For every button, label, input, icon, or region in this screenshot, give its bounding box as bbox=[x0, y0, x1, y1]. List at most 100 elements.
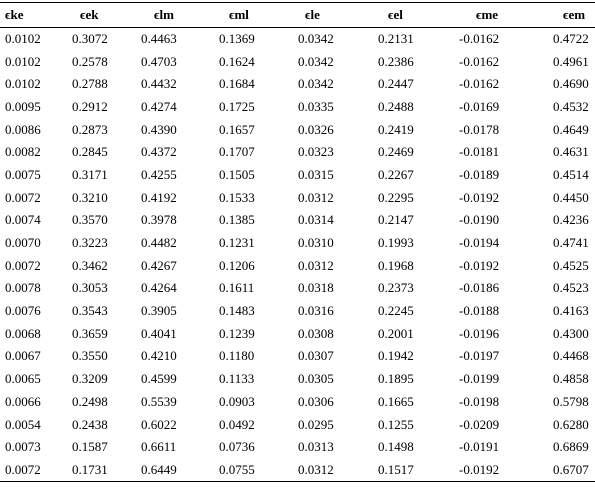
table-cell: 0.3550 bbox=[72, 348, 108, 364]
table-cell: 0.1707 bbox=[219, 144, 255, 160]
table-cell: 0.2295 bbox=[378, 189, 414, 205]
table-cell: 0.0086 bbox=[5, 121, 41, 137]
table-cell: 0.0314 bbox=[298, 212, 334, 228]
table-cell: 0.5539 bbox=[141, 393, 177, 409]
table-cell: 0.1231 bbox=[219, 235, 255, 251]
table-cell: -0.0162 bbox=[459, 53, 500, 69]
table-cell: 0.1369 bbox=[219, 31, 255, 47]
table-row: 0.0095 0.2912 0.4274 0.1725 0.0335 0.2488 -0.0… bbox=[0, 96, 595, 119]
table-cell: 0.1657 bbox=[219, 121, 255, 137]
table-cell: 0.0315 bbox=[298, 166, 334, 182]
table-row: 0.0102 0.2788 0.4432 0.1684 0.0342 0.2447 -0.0… bbox=[0, 73, 595, 96]
table-cell: 0.0074 bbox=[5, 212, 41, 228]
table-cell: 0.1895 bbox=[378, 371, 414, 387]
table-cell: 0.1206 bbox=[219, 257, 255, 273]
table-cell: 0.1483 bbox=[219, 303, 255, 319]
table-cell: 0.1665 bbox=[378, 393, 414, 409]
table-cell: -0.0199 bbox=[459, 371, 500, 387]
table-cell: 0.4267 bbox=[141, 257, 177, 273]
table-cell: -0.0190 bbox=[459, 212, 500, 228]
table-cell: 0.3072 bbox=[72, 31, 108, 47]
table-cell: -0.0192 bbox=[459, 257, 500, 273]
table-cell: 0.4300 bbox=[553, 325, 589, 341]
table-cell: 0.0070 bbox=[5, 235, 41, 251]
table-cell: 0.4741 bbox=[553, 235, 589, 251]
table-cell: 0.1533 bbox=[219, 189, 255, 205]
table-cell: -0.0194 bbox=[459, 235, 500, 251]
table-cell: 0.3462 bbox=[72, 257, 108, 273]
table-cell: 0.0102 bbox=[5, 31, 41, 47]
table-cell: -0.0181 bbox=[459, 144, 500, 160]
table-cell: -0.0196 bbox=[459, 325, 500, 341]
table-cell: 0.2788 bbox=[72, 76, 108, 92]
table-cell: 0.0295 bbox=[298, 416, 334, 432]
table-cell: 0.4858 bbox=[553, 371, 589, 387]
table-cell: 0.3210 bbox=[72, 189, 108, 205]
table-cell: -0.0188 bbox=[459, 303, 500, 319]
table-header: ϵke ϵek ϵlm ϵml ϵle ϵel ϵme ϵem bbox=[0, 2, 595, 28]
column-header: ϵlm bbox=[154, 7, 174, 22]
table-cell: 0.6611 bbox=[141, 439, 177, 455]
table-cell: 0.0316 bbox=[298, 303, 334, 319]
table-cell: 0.3659 bbox=[72, 325, 108, 341]
table-cell: 0.0078 bbox=[5, 280, 41, 296]
table-cell: -0.0189 bbox=[459, 166, 500, 182]
table-cell: 0.4163 bbox=[553, 303, 589, 319]
table-row: 0.0078 0.3053 0.4264 0.1611 0.0318 0.2373 -0.0… bbox=[0, 277, 595, 300]
table-cell: 0.5798 bbox=[553, 393, 589, 409]
table-cell: 0.0307 bbox=[298, 348, 334, 364]
table-cell: 0.1968 bbox=[378, 257, 414, 273]
column-header: ϵel bbox=[388, 7, 403, 22]
table-cell: 0.1684 bbox=[219, 76, 255, 92]
table-row: 0.0076 0.3543 0.3905 0.1483 0.0316 0.2245 -0.0… bbox=[0, 300, 595, 323]
table-cell: 0.0492 bbox=[219, 416, 255, 432]
table-cell: 0.4961 bbox=[553, 53, 589, 69]
table-cell: -0.0191 bbox=[459, 439, 500, 455]
table-cell: 0.4210 bbox=[141, 348, 177, 364]
table-cell: 0.0067 bbox=[5, 348, 41, 364]
table-cell: 0.1517 bbox=[378, 461, 414, 477]
table-cell: 0.1239 bbox=[219, 325, 255, 341]
table-cell: 0.2001 bbox=[378, 325, 414, 341]
table-body: 0.0102 0.3072 0.4463 0.1369 0.0342 0.2131 -0.0… bbox=[0, 28, 595, 482]
table-cell: 0.1255 bbox=[378, 416, 414, 432]
table-cell: 0.4264 bbox=[141, 280, 177, 296]
table-cell: 0.4390 bbox=[141, 121, 177, 137]
table-cell: 0.3543 bbox=[72, 303, 108, 319]
table-cell: 0.0095 bbox=[5, 98, 41, 114]
column-header: ϵme bbox=[476, 7, 499, 22]
table-cell: 0.0903 bbox=[219, 393, 255, 409]
table-cell: 0.2419 bbox=[378, 121, 414, 137]
column-header: ϵem bbox=[563, 7, 586, 22]
table-cell: 0.2578 bbox=[72, 53, 108, 69]
table-cell: 0.0054 bbox=[5, 416, 41, 432]
table-cell: 0.4274 bbox=[141, 98, 177, 114]
table-cell: 0.3570 bbox=[72, 212, 108, 228]
table-cell: 0.4514 bbox=[553, 166, 589, 182]
table-cell: 0.0102 bbox=[5, 76, 41, 92]
table-cell: 0.0313 bbox=[298, 439, 334, 455]
table-cell: 0.4482 bbox=[141, 235, 177, 251]
table-cell: 0.0736 bbox=[219, 439, 255, 455]
header-row: ϵke ϵek ϵlm ϵml ϵle ϵel ϵme ϵem bbox=[0, 2, 595, 28]
table-cell: 0.1942 bbox=[378, 348, 414, 364]
table-cell: 0.0323 bbox=[298, 144, 334, 160]
table-cell: 0.0312 bbox=[298, 461, 334, 477]
table-cell: 0.1498 bbox=[378, 439, 414, 455]
table-cell: -0.0209 bbox=[459, 416, 500, 432]
table-cell: 0.0072 bbox=[5, 461, 41, 477]
table-cell: 0.0310 bbox=[298, 235, 334, 251]
table-cell: 0.2373 bbox=[378, 280, 414, 296]
table-cell: -0.0169 bbox=[459, 98, 500, 114]
table-cell: 0.2498 bbox=[72, 393, 108, 409]
table-cell: -0.0197 bbox=[459, 348, 500, 364]
table-cell: 0.0342 bbox=[298, 31, 334, 47]
table-cell: -0.0178 bbox=[459, 121, 500, 137]
table-cell: 0.0072 bbox=[5, 257, 41, 273]
table-cell: 0.4523 bbox=[553, 280, 589, 296]
table-cell: 0.0102 bbox=[5, 53, 41, 69]
table-cell: 0.4631 bbox=[553, 144, 589, 160]
table-cell: 0.2267 bbox=[378, 166, 414, 182]
table-cell: 0.2845 bbox=[72, 144, 108, 160]
